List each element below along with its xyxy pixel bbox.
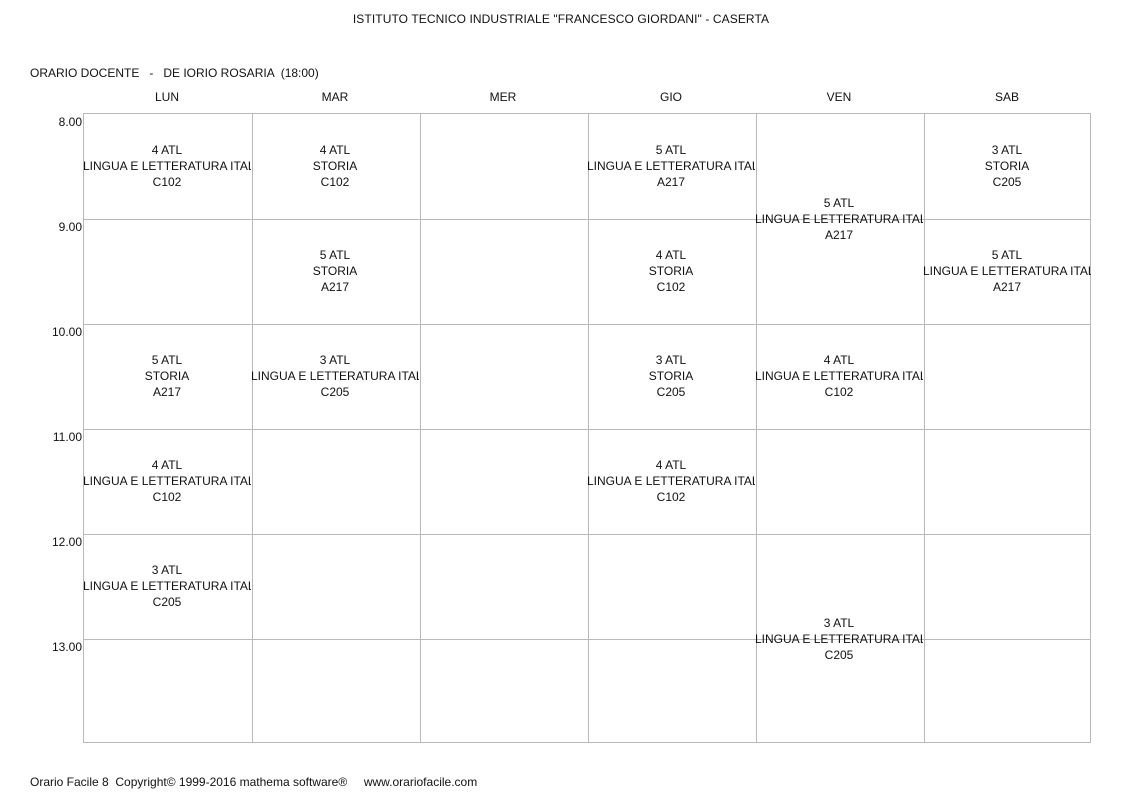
day-header-ven: VEN [826,90,852,104]
lesson-block: 3 ATL STORIA C205 [587,352,755,400]
lesson-block: 5 ATL STORIA A217 [251,247,419,295]
lesson-class: 4 ATL [151,458,183,472]
time-label-13: 13.00 [51,640,82,654]
day-header-gio: GIO [659,90,682,104]
grid-column-divider [420,114,421,742]
lesson-block: 4 ATL STORIA C102 [251,142,419,190]
lesson-class: 5 ATL [655,143,687,157]
lesson-block: 5 ATL LINGUA E LETTERATURA ITALIA A217 [755,195,923,243]
lesson-class: 3 ATL [823,616,855,630]
lesson-room: A217 [824,228,854,242]
day-header-lun: LUN [154,90,179,104]
lesson-subject: STORIA [144,369,190,383]
lesson-subject: LINGUA E LETTERATURA ITALIA [251,369,419,383]
lesson-room: C102 [152,490,182,504]
grid-column-divider [924,114,925,742]
lesson-class: 3 ATL [151,563,183,577]
lesson-block: 5 ATL STORIA A217 [83,352,251,400]
day-header-sab: SAB [994,90,1019,104]
grid-column-divider [252,114,253,742]
lesson-room: C205 [824,648,854,662]
lesson-class: 4 ATL [151,143,183,157]
grid-row-divider [84,639,1090,640]
grid-row-divider [84,219,1090,220]
lesson-class: 5 ATL [151,353,183,367]
grid-row-divider [84,534,1090,535]
lesson-room: C205 [992,175,1022,189]
grid-row-divider [84,429,1090,430]
lesson-room: C102 [656,280,686,294]
grid-column-divider [588,114,589,742]
teacher-schedule-label: ORARIO DOCENTE - DE IORIO ROSARIA (18:00… [30,66,319,80]
lesson-subject: LINGUA E LETTERATURA ITALIA [755,632,923,646]
time-label-11: 11.00 [52,430,82,444]
lesson-subject: LINGUA E LETTERATURA ITALIA [83,579,251,593]
lesson-block: 4 ATL LINGUA E LETTERATURA ITALIA C102 [755,352,923,400]
lesson-subject: LINGUA E LETTERATURA ITALIA [83,474,251,488]
lesson-subject: STORIA [312,159,358,173]
timetable-grid [83,113,1091,743]
lesson-subject: LINGUA E LETTERATURA ITALIA [755,212,923,226]
lesson-room: C205 [656,385,686,399]
lesson-class: 5 ATL [319,248,351,262]
lesson-block: 5 ATL LINGUA E LETTERATURA ITALIA A217 [587,142,755,190]
lesson-room: A217 [152,385,182,399]
lesson-class: 3 ATL [319,353,351,367]
lesson-room: A217 [320,280,350,294]
lesson-subject: STORIA [648,369,694,383]
lesson-subject: LINGUA E LETTERATURA ITALIA [83,159,251,173]
lesson-subject: LINGUA E LETTERATURA ITALIA [587,474,755,488]
day-header-mer: MER [489,90,517,104]
lesson-block: 3 ATL STORIA C205 [923,142,1091,190]
lesson-block: 4 ATL LINGUA E LETTERATURA ITALIA C102 [83,142,251,190]
lesson-subject: LINGUA E LETTERATURA ITALIA [923,264,1091,278]
lesson-room: C102 [656,490,686,504]
lesson-room: A217 [992,280,1022,294]
lesson-room: A217 [656,175,686,189]
lesson-class: 5 ATL [823,196,855,210]
lesson-subject: STORIA [984,159,1030,173]
time-label-9: 9.00 [58,220,82,234]
lesson-block: 3 ATL LINGUA E LETTERATURA ITALIA C205 [83,562,251,610]
lesson-room: C102 [320,175,350,189]
lesson-subject: LINGUA E LETTERATURA ITALIA [587,159,755,173]
time-label-8: 8.00 [58,115,82,129]
lesson-class: 4 ATL [319,143,351,157]
lesson-room: C205 [320,385,350,399]
lesson-block: 5 ATL LINGUA E LETTERATURA ITALIA A217 [923,247,1091,295]
lesson-class: 3 ATL [991,143,1023,157]
grid-row-divider [84,324,1090,325]
lesson-block: 4 ATL LINGUA E LETTERATURA ITALIA C102 [83,457,251,505]
page-title: ISTITUTO TECNICO INDUSTRIALE "FRANCESCO … [352,12,770,26]
time-label-12: 12.00 [51,535,82,549]
lesson-subject: STORIA [312,264,358,278]
lesson-block: 3 ATL LINGUA E LETTERATURA ITALIA C205 [755,615,923,663]
lesson-room: C205 [152,595,182,609]
lesson-subject: STORIA [648,264,694,278]
day-header-mar: MAR [321,90,349,104]
time-label-10: 10.00 [51,325,82,339]
lesson-class: 3 ATL [655,353,687,367]
lesson-class: 5 ATL [991,248,1023,262]
lesson-block: 3 ATL LINGUA E LETTERATURA ITALIA C205 [251,352,419,400]
lesson-block: 4 ATL STORIA C102 [587,247,755,295]
lesson-class: 4 ATL [655,248,687,262]
lesson-class: 4 ATL [823,353,855,367]
lesson-room: C102 [152,175,182,189]
lesson-room: C102 [824,385,854,399]
footer-copyright: Orario Facile 8 Copyright© 1999-2016 mat… [30,775,478,789]
lesson-block: 4 ATL LINGUA E LETTERATURA ITALIA C102 [587,457,755,505]
lesson-subject: LINGUA E LETTERATURA ITALIA [755,369,923,383]
grid-column-divider [756,114,757,742]
lesson-class: 4 ATL [655,458,687,472]
